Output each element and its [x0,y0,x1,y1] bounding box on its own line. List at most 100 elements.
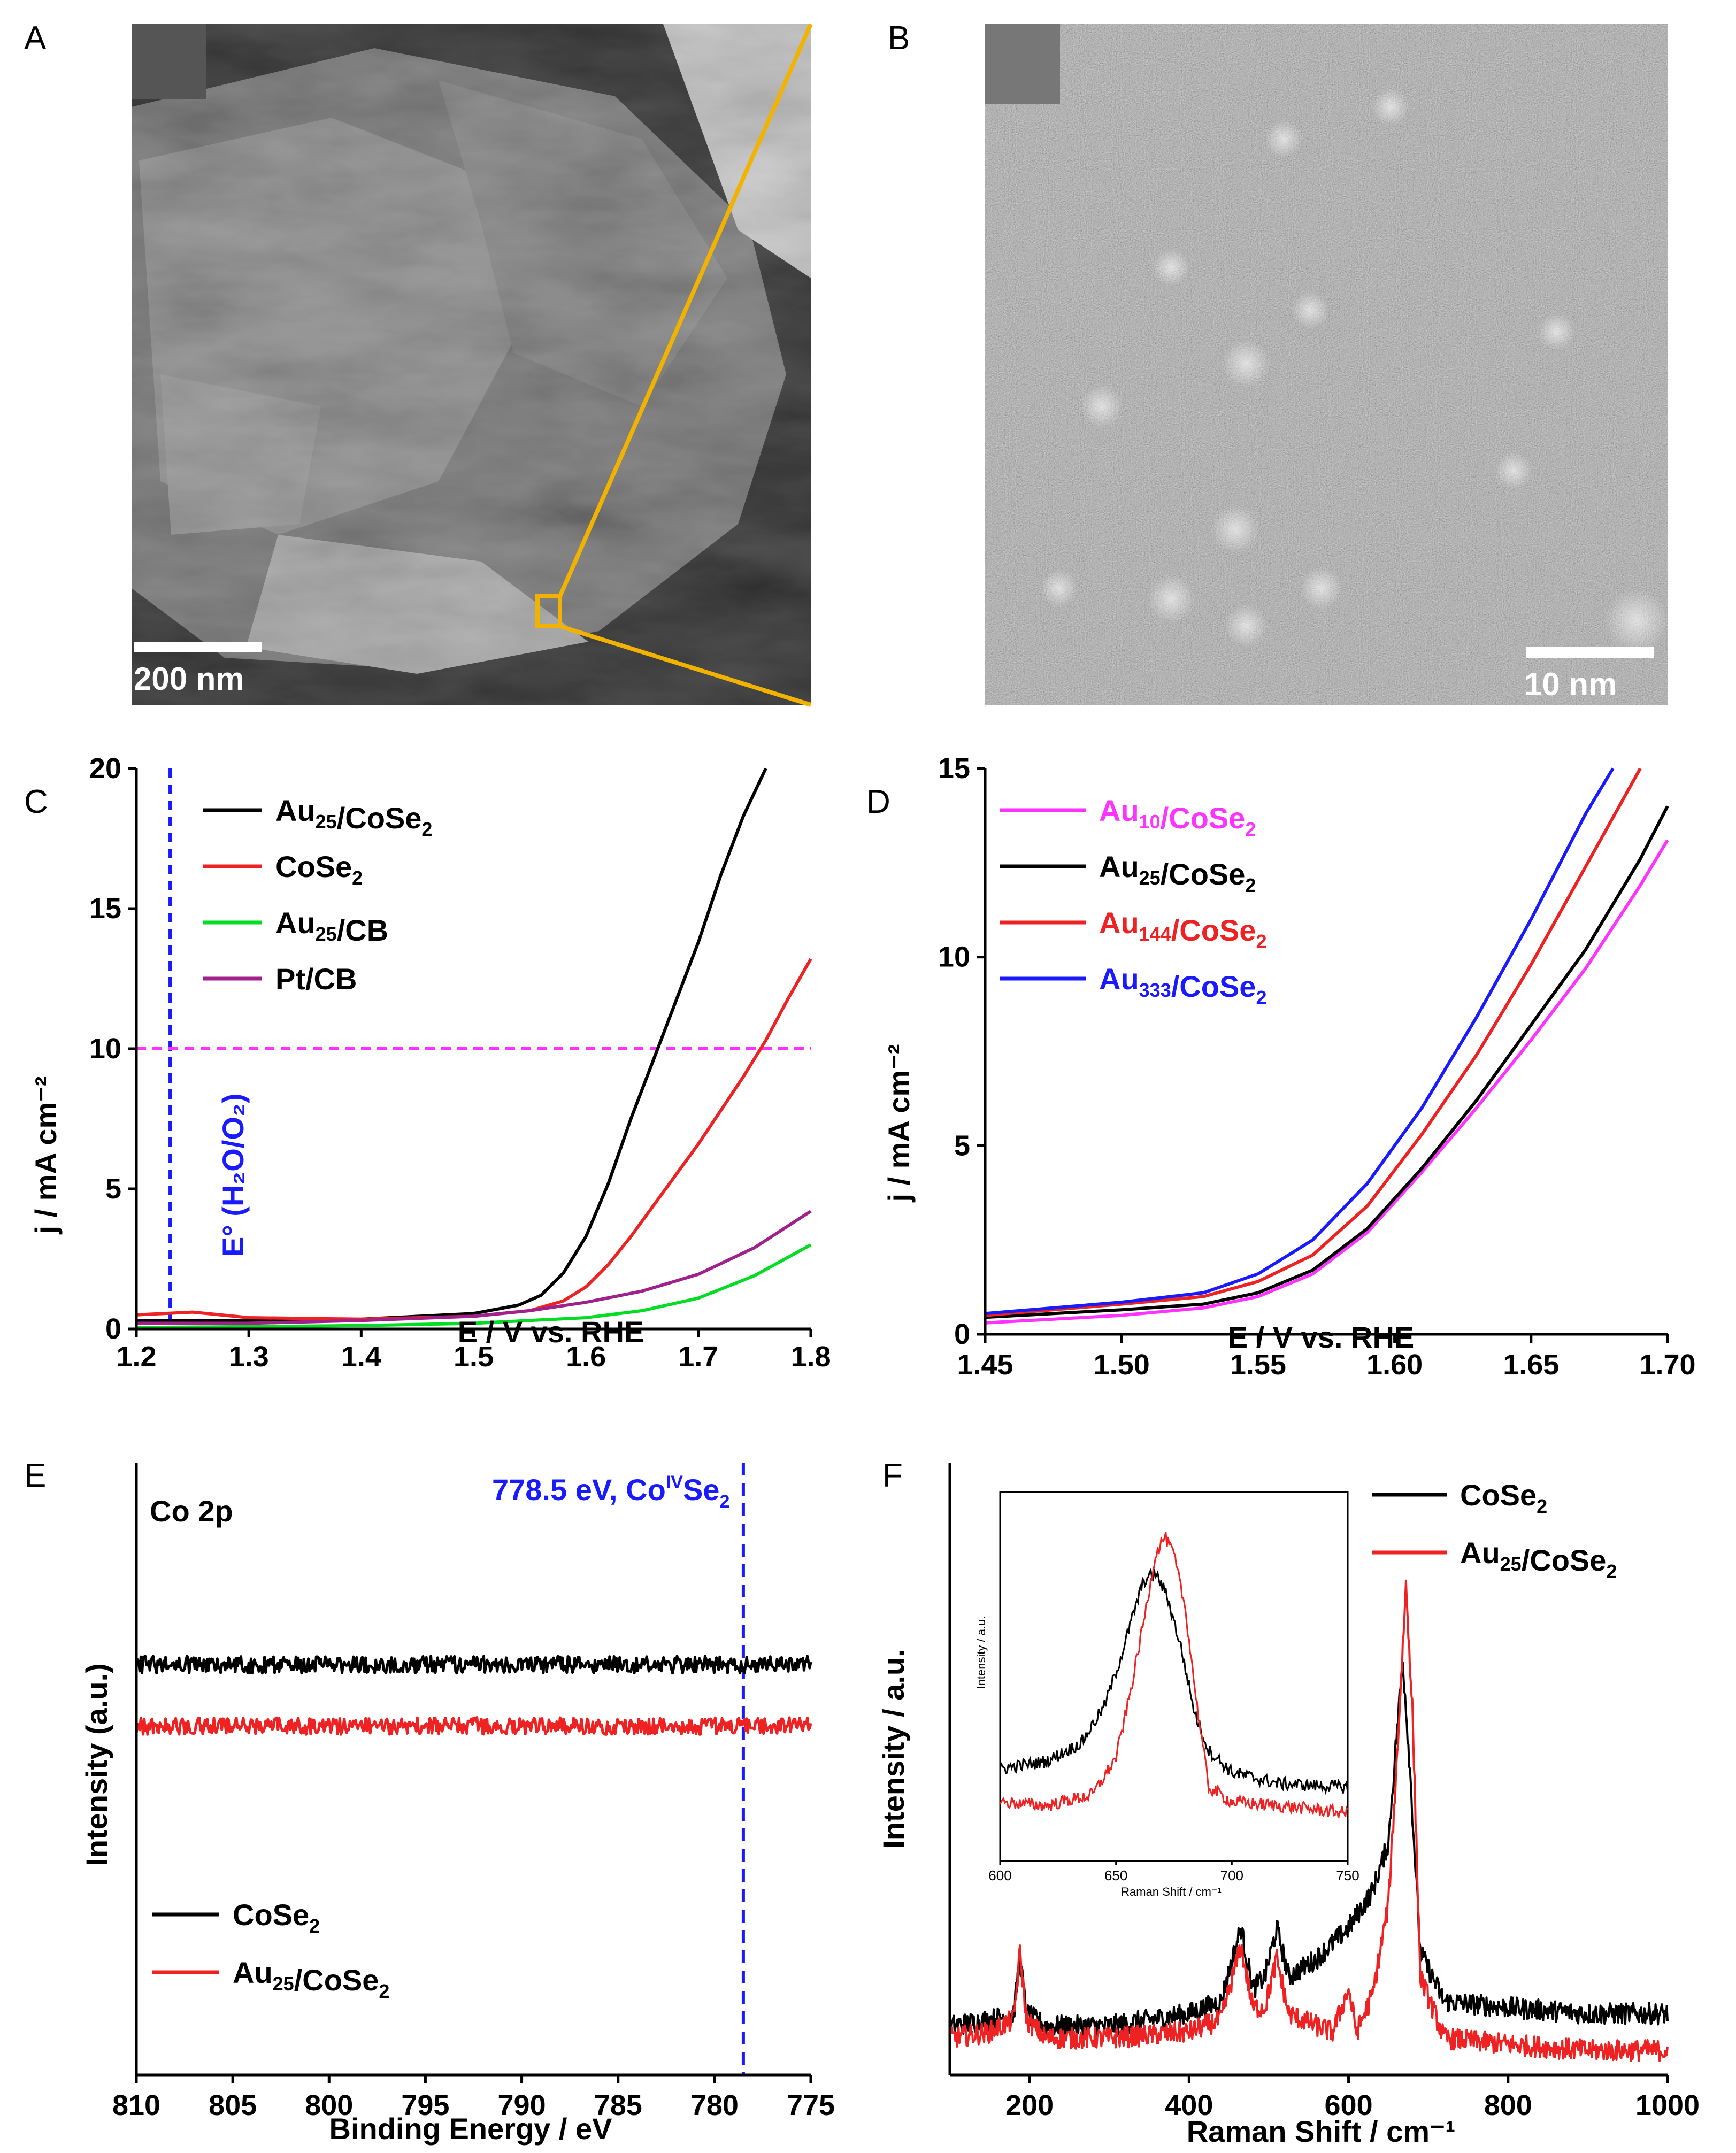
scale-bar-b-label: 10 nm [1524,666,1617,702]
c-y-tick-label: 0 [105,1313,121,1345]
c-series-2 [136,1243,812,1329]
d-series-3 [985,767,1615,1316]
c-y-axis-label: j / mA cm⁻² [29,1076,63,1234]
e-legend-label: CoSe2 [233,1898,320,1937]
f-inset: 600 650 700 750 [988,1491,1359,1883]
e-x-tick-label: 810 [112,2089,160,2121]
f-y-axis-label: Intensity / a.u. [877,1649,910,1848]
panel-d-label: D [866,783,890,820]
corner-patch-b [985,24,1060,104]
d-y-tick-label: 0 [954,1318,970,1350]
e-title: Co 2p [150,1494,233,1528]
c-x-tick-label: 1.2 [116,1341,156,1373]
c-series-3 [136,1210,812,1325]
e-series-0 [135,1655,812,1675]
flake-sheets [132,24,811,705]
e-reference-label: 778.5 eV, CoIVSe2 [492,1472,729,1512]
d-x-tick-label: 1.65 [1503,1349,1559,1381]
e-x-tick-label: 790 [498,2089,546,2121]
f-inset-x-label: Raman Shift / cm⁻¹ [1121,1885,1222,1898]
e-x-axis-label: Binding Energy / eV [329,2112,612,2146]
f-x-tick-label: 1000 [1635,2089,1700,2121]
f-inset-x-tick-label: 650 [1104,1867,1127,1883]
d-x-tick-label: 1.60 [1366,1349,1423,1381]
e-x-tick-label: 785 [594,2089,642,2121]
zoom-box [535,594,562,628]
f-legend-label: CoSe2 [1460,1478,1547,1517]
d-x-axis-label: E / V vs. RHE [1228,1320,1415,1354]
f-x-tick-label: 400 [1165,2089,1213,2121]
d-series-0 [985,839,1669,1325]
f-x-axis-label: Raman Shift / cm⁻¹ [1187,2114,1456,2148]
scale-bar-a-label: 200 nm [134,661,244,697]
c-legend-label: Pt/CB [275,962,357,996]
f-inset-x-tick-label: 750 [1336,1867,1359,1883]
d-legend-label: Au25/CoSe2 [1099,850,1256,896]
panel-b: B 10 nm [888,20,1669,705]
c-reference-label: E° (H₂O/O₂) [216,1094,250,1257]
f-inset-x-tick-label: 700 [1220,1867,1243,1883]
e-x-tick-label: 805 [209,2089,257,2121]
panel-c: C 1.2 1.3 1.4 1.5 1.6 1.7 1.8 0 5 10 15 20 E° (H₂O/… [24,752,831,1373]
scale-bar-b [1526,647,1654,658]
c-legend-label: Au25/CB [275,906,388,947]
c-y-tick-label: 10 [89,1033,121,1065]
c-series-1 [136,958,812,1321]
d-x-tick-label: 1.55 [1230,1349,1286,1381]
f-inset-series-1 [999,1532,1349,1818]
f-x-tick-label: 600 [1325,2089,1373,2121]
c-x-tick-label: 1.4 [341,1341,381,1373]
d-legend-label: Au144/CoSe2 [1099,906,1266,952]
d-x-tick-label: 1.45 [957,1349,1013,1381]
e-series-1 [135,1716,812,1736]
zoom-line-top [558,23,813,597]
f-series-1 [949,1579,1669,2062]
f-inset-series-0 [1000,1567,1349,1795]
d-y-axis-label: j / mA cm⁻² [882,1044,916,1202]
panel-a: A 200 nm [24,20,813,707]
cluster-spots [1040,88,1669,652]
corner-patch-a [132,24,206,99]
e-legend-label: Au25/CoSe2 [233,1956,389,2002]
zoom-line-bottom [559,624,812,707]
e-x-tick-label: 800 [305,2089,353,2121]
d-y-tick-label: 10 [938,941,970,973]
e-x-tick-label: 795 [401,2089,449,2121]
c-x-tick-label: 1.8 [790,1341,831,1373]
e-x-tick-label: 775 [787,2089,835,2121]
c-legend-label: Au25/CoSe2 [275,794,432,840]
c-y-tick-label: 20 [89,752,121,785]
panel-e-label: E [24,1457,46,1494]
c-x-tick-label: 1.6 [566,1341,606,1373]
panel-e: E 810 805 800 795 790 785 780 775 Co 2p 778.5 e… [24,1457,835,2146]
c-y-tick-label: 5 [105,1173,121,1205]
panel-a-label: A [24,20,47,57]
d-y-tick-label: 15 [938,752,970,785]
d-x-tick-label: 1.50 [1094,1349,1150,1381]
d-series-1 [985,805,1669,1319]
c-y-tick-label: 15 [89,893,121,925]
f-x-tick-label: 200 [1005,2089,1054,2121]
d-x-tick-label: 1.70 [1639,1349,1695,1381]
f-x-tick-label: 800 [1484,2089,1532,2121]
f-inset-y-label: Intensity / a.u. [974,1616,988,1689]
c-x-tick-label: 1.7 [678,1341,718,1373]
d-series-2 [985,767,1642,1317]
d-legend-label: Au333/CoSe2 [1099,962,1266,1009]
e-y-axis-label: Intensity (a.u.) [80,1663,113,1866]
d-legend-label: Au10/CoSe2 [1099,794,1256,840]
f-legend-label: Au25/CoSe2 [1460,1536,1617,1582]
panel-b-label: B [888,20,910,57]
panel-f: F 200 400 600 800 1000 CoSe2 Au25/CoSe2 600 65… [877,1457,1700,2148]
panel-f-label: F [882,1457,903,1494]
c-x-axis-label: E / V vs. RHE [458,1315,644,1349]
c-x-tick-label: 1.5 [454,1341,494,1373]
e-x-tick-label: 780 [690,2089,739,2121]
f-inset-x-tick-label: 600 [988,1867,1011,1883]
f-series-0 [949,1662,1669,2038]
c-legend-label: CoSe2 [275,850,363,889]
d-y-tick-label: 5 [954,1129,970,1162]
scale-bar-a [134,642,262,652]
panel-d: D 1.45 1.50 1.55 1.60 1.65 1.70 0 5 10 15 Au10/Co… [866,752,1696,1381]
